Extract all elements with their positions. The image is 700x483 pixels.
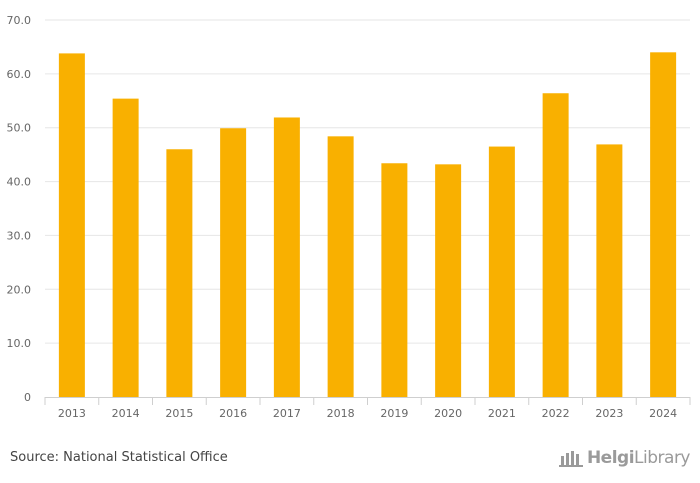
x-axis: 2013 2014 2015 2016 2017 2018 2019 2020 2021 2022…: [44, 397, 691, 420]
x-tick-label: 2016: [219, 407, 247, 420]
source-note: Source: National Statistical Office: [10, 450, 228, 465]
brand-wordmark: HelgiLibrary: [586, 448, 691, 468]
bar: [596, 144, 623, 397]
x-tick-label: 2015: [165, 407, 193, 420]
x-tick-label: 2024: [649, 407, 677, 420]
x-tick-label: 2018: [327, 407, 355, 420]
gridlines: [45, 19, 690, 344]
bar: [381, 163, 408, 397]
x-tick-label: 2020: [434, 407, 462, 420]
bar: [488, 146, 515, 397]
y-tick-label: 10.0: [7, 337, 32, 350]
y-tick-label: 30.0: [7, 229, 32, 242]
y-tick-label: 70.0: [7, 14, 32, 27]
y-tick-label: 40.0: [7, 176, 32, 189]
x-tick-label: 2014: [112, 407, 140, 420]
helgi-library-logo-icon: [558, 451, 583, 467]
bar: [435, 164, 462, 397]
y-tick-label: 50.0: [7, 122, 32, 135]
y-tick-label: 0: [24, 391, 31, 404]
bar: [273, 117, 300, 397]
bar: [58, 53, 85, 398]
bar: [650, 52, 677, 398]
x-tick-label: 2023: [595, 407, 623, 420]
x-tick-label: 2017: [273, 407, 301, 420]
y-tick-label: 20.0: [7, 283, 32, 296]
bar: [220, 128, 247, 397]
bar: [112, 98, 139, 397]
bar: [542, 93, 569, 397]
brand-logo[interactable]: HelgiLibrary: [558, 448, 691, 468]
y-tick-label: 60.0: [7, 68, 32, 81]
bar-chart: 010.020.030.040.050.060.070.0 2013 2014 20…: [7, 14, 691, 420]
bars: [58, 52, 677, 398]
x-tick-label: 2013: [58, 407, 86, 420]
x-tick-label: 2022: [542, 407, 570, 420]
bar: [327, 136, 354, 397]
bar: [166, 149, 193, 397]
y-axis: 0 10.0 20.0 30.0 40.0 50.0 60.0 70.0: [7, 14, 32, 404]
x-tick-label: 2021: [488, 407, 516, 420]
x-tick-label: 2019: [380, 407, 408, 420]
